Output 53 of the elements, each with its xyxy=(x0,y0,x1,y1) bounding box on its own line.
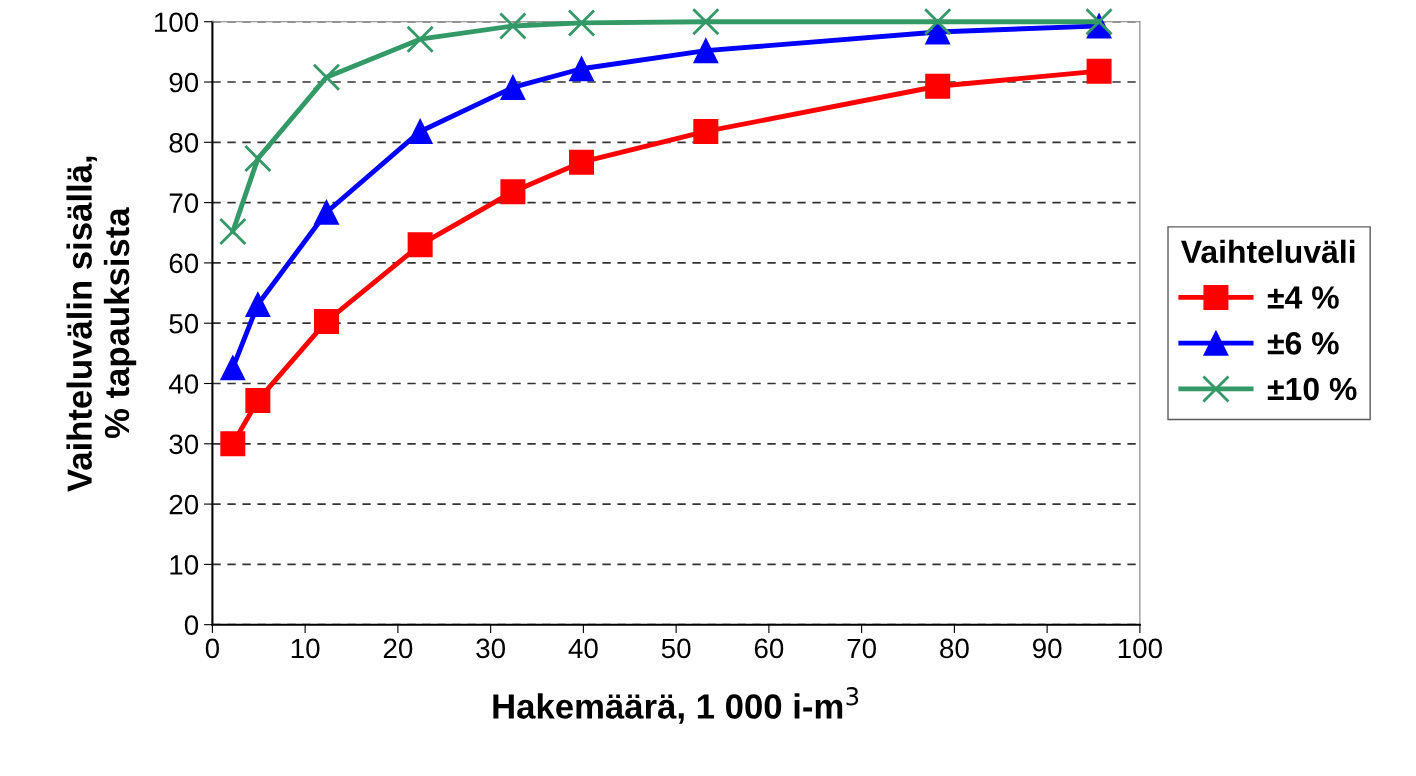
point xyxy=(693,38,719,64)
x-tick-label: 60 xyxy=(754,638,784,659)
y-tick-label: 20 xyxy=(169,494,199,515)
y-tick-label: 60 xyxy=(169,253,199,274)
point xyxy=(693,118,719,144)
x-tick-label: 40 xyxy=(568,638,598,659)
legend-label: ±4 % xyxy=(1267,286,1339,309)
point xyxy=(312,63,341,92)
point xyxy=(407,118,433,144)
y-tick-label: 100 xyxy=(154,12,199,33)
x-tick-label: 80 xyxy=(940,638,969,659)
point xyxy=(220,431,246,457)
point xyxy=(218,217,247,246)
y-tick-label: 30 xyxy=(169,434,199,455)
point xyxy=(567,9,596,37)
x-tick-label: 10 xyxy=(291,638,320,659)
y-tick-label: 0 xyxy=(184,615,199,636)
point xyxy=(313,199,339,225)
point xyxy=(243,144,272,173)
point xyxy=(1086,58,1112,84)
x-tick-label: 50 xyxy=(661,638,691,659)
y-tick-label: 90 xyxy=(169,72,199,93)
x-tick-label: 90 xyxy=(1032,638,1062,659)
point xyxy=(500,179,526,205)
legend-label: ±6 % xyxy=(1267,332,1339,355)
point xyxy=(406,25,435,54)
y-tick-label: 40 xyxy=(168,374,199,394)
x-tick-label: 20 xyxy=(383,638,413,659)
point xyxy=(925,73,951,99)
point xyxy=(1085,7,1113,36)
x-tick-label: 30 xyxy=(476,638,506,659)
point xyxy=(923,7,952,36)
y-tick-label: 10 xyxy=(170,555,199,575)
point xyxy=(499,12,527,40)
legend-title: Vaihteluväli xyxy=(1181,239,1355,264)
point xyxy=(245,292,271,318)
point xyxy=(313,308,339,334)
point xyxy=(407,232,433,258)
y-axis-title: Vaihteluvälin sisällä, % tapauksista xyxy=(66,156,137,492)
point xyxy=(245,387,271,413)
y-tick-label: 70 xyxy=(169,193,199,213)
x-tick-label: 100 xyxy=(1118,638,1162,659)
point xyxy=(569,149,595,175)
x-tick-label: 0 xyxy=(205,638,220,659)
point xyxy=(500,74,526,100)
x-tick-label: 70 xyxy=(847,638,876,659)
y-tick-label: 80 xyxy=(169,132,199,153)
point xyxy=(691,7,720,36)
point xyxy=(220,355,246,381)
legend-label: ±10 % xyxy=(1267,377,1357,401)
y-tick-label: 50 xyxy=(169,313,199,334)
point xyxy=(569,56,595,82)
x-axis-title: Hakemäärä, 1 000 i-m$^{3}$ xyxy=(493,687,859,724)
